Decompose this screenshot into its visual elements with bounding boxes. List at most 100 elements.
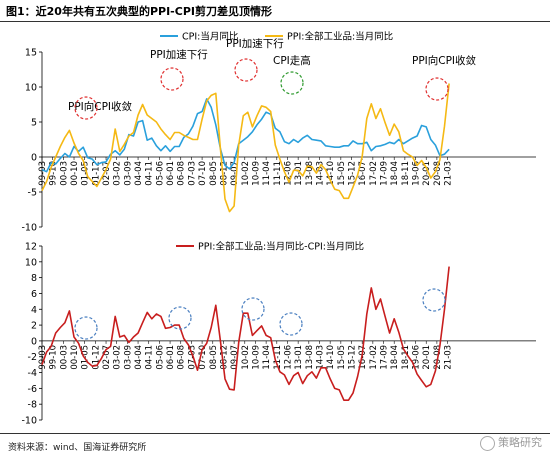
y-tick-label: 2 bbox=[31, 321, 37, 332]
x-tick-label: 09-07 bbox=[230, 345, 240, 370]
source-note: 资料来源：wind、国海证券研究所 bbox=[8, 443, 147, 453]
top-rule bbox=[0, 21, 550, 22]
y-tick-label: 10 bbox=[25, 257, 37, 268]
x-tick-label: 18-11 bbox=[401, 161, 411, 186]
x-tick-label: 14-10 bbox=[326, 161, 336, 186]
x-tick-label: 18-04 bbox=[390, 345, 400, 370]
series-line-0 bbox=[41, 98, 450, 173]
x-tick-label: 12-06 bbox=[283, 345, 293, 370]
x-tick-label: 13-01 bbox=[294, 345, 304, 370]
x-tick-label: 10-02 bbox=[241, 345, 251, 370]
y-tick-label: -5 bbox=[28, 188, 37, 199]
x-tick-label: 00-10 bbox=[70, 345, 80, 370]
x-tick-label: 11-11 bbox=[273, 345, 283, 370]
x-tick-label: 99-03 bbox=[38, 345, 48, 370]
x-tick-label: 15-12 bbox=[348, 161, 358, 186]
x-tick-label: 07-10 bbox=[198, 161, 208, 186]
series-line-0 bbox=[41, 266, 450, 401]
y-tick-label: 5 bbox=[31, 118, 37, 129]
x-tick-label: 08-05 bbox=[209, 161, 219, 186]
x-tick-label: 06-08 bbox=[177, 161, 187, 186]
x-tick-label: 04-11 bbox=[145, 161, 155, 186]
x-tick-label: 99-10 bbox=[49, 345, 59, 370]
x-tick-label: 02-07 bbox=[102, 161, 112, 186]
x-tick-label: 19-06 bbox=[412, 161, 422, 186]
annotation-label: PPI加速下行 bbox=[226, 37, 284, 50]
x-tick-label: 10-02 bbox=[241, 161, 251, 186]
annotation-label: PPI向CPI收敛 bbox=[68, 100, 133, 113]
x-tick-label: 07-03 bbox=[187, 161, 197, 186]
x-tick-label: 18-11 bbox=[401, 345, 411, 370]
x-tick-label: 14-10 bbox=[326, 345, 336, 370]
x-tick-label: 01-05 bbox=[81, 345, 91, 370]
x-tick-label: 03-09 bbox=[123, 161, 133, 186]
x-tick-label: 09-07 bbox=[230, 161, 240, 186]
x-tick-label: 13-08 bbox=[305, 345, 315, 370]
x-tick-label: 16-07 bbox=[358, 345, 368, 370]
x-tick-label: 12-06 bbox=[283, 161, 293, 186]
chart-ppi-minus-cpi: -10 -8 -6 -4 -2 0 2 4 6 8 10 12 99-03 99-10 00-03 00-10… bbox=[21, 241, 536, 427]
x-tick-label: 08-05 bbox=[209, 345, 219, 370]
legend-label: PPI:全部工业品:当月同比 bbox=[287, 31, 393, 43]
x-tick-label: 99-03 bbox=[38, 161, 48, 186]
y-tick-label: 10 bbox=[25, 83, 37, 94]
x-tick-label: 20-08 bbox=[433, 161, 443, 186]
y-tick-label: -8 bbox=[28, 400, 37, 411]
x-tick-label: 17-09 bbox=[380, 345, 390, 370]
x-tick-label: 15-12 bbox=[348, 345, 358, 370]
y-tick-label: 6 bbox=[31, 289, 37, 300]
peak-circle bbox=[280, 71, 304, 95]
x-tick-label: 17-02 bbox=[369, 161, 379, 186]
x-tick-label: 04-04 bbox=[134, 345, 144, 370]
figure-title: 图1：近20年共有五次典型的PPI-CPI剪刀差见顶情形 bbox=[6, 5, 272, 18]
y-tick-label: 0 bbox=[31, 336, 37, 347]
y-tick-label: -6 bbox=[28, 384, 37, 395]
x-tick-label: 01-12 bbox=[91, 161, 101, 186]
x-tick-label: 06-08 bbox=[177, 345, 187, 370]
peak-circle bbox=[74, 316, 98, 340]
x-tick-label: 11-04 bbox=[262, 161, 272, 186]
x-tick-label: 13-08 bbox=[305, 161, 315, 186]
peak-circle bbox=[234, 58, 258, 82]
peak-circle bbox=[422, 288, 446, 312]
x-tick-label: 03-09 bbox=[123, 345, 133, 370]
y-tick-label: 0 bbox=[31, 153, 37, 164]
x-tick-label: 00-10 bbox=[70, 161, 80, 186]
x-tick-label: 10-09 bbox=[251, 161, 261, 186]
series-line-1 bbox=[41, 83, 450, 213]
x-tick-label: 05-06 bbox=[155, 161, 165, 186]
bottom-rule bbox=[0, 433, 550, 434]
x-tick-label: 04-04 bbox=[134, 161, 144, 186]
y-tick-label: -10 bbox=[21, 416, 37, 427]
x-tick-label: 03-02 bbox=[113, 345, 123, 370]
x-tick-label: 18-04 bbox=[390, 161, 400, 186]
x-tick-label: 06-01 bbox=[166, 345, 176, 370]
y-tick-label: -4 bbox=[28, 368, 37, 379]
watermark: 策略研究 bbox=[480, 434, 542, 451]
peak-circle bbox=[74, 96, 98, 120]
peak-circle bbox=[160, 67, 184, 91]
peak-circle bbox=[241, 297, 265, 321]
y-tick-label: -2 bbox=[28, 352, 37, 363]
x-tick-label: 16-07 bbox=[358, 161, 368, 186]
annotation-label: PPI向CPI收敛 bbox=[412, 54, 477, 67]
x-tick-label: 03-02 bbox=[113, 161, 123, 186]
x-tick-label: 20-01 bbox=[422, 345, 432, 370]
annotation-label: CPI走高 bbox=[273, 54, 311, 67]
y-tick-label: 15 bbox=[25, 48, 37, 59]
x-tick-label: 99-10 bbox=[49, 161, 59, 186]
x-tick-label: 02-07 bbox=[102, 345, 112, 370]
x-tick-label: 21-03 bbox=[444, 161, 454, 186]
wechat-icon bbox=[480, 435, 495, 451]
annotation-label: PPI加速下行 bbox=[150, 48, 208, 61]
x-tick-label: 08-12 bbox=[219, 345, 229, 370]
x-tick-label: 20-01 bbox=[422, 161, 432, 186]
x-tick-label: 15-05 bbox=[337, 161, 347, 186]
x-tick-label: 01-12 bbox=[91, 345, 101, 370]
x-tick-label: 19-06 bbox=[412, 345, 422, 370]
x-tick-label: 13-01 bbox=[294, 161, 304, 186]
watermark-text: 策略研究 bbox=[498, 436, 542, 449]
x-tick-label: 05-06 bbox=[155, 345, 165, 370]
x-tick-label: 07-03 bbox=[187, 345, 197, 370]
x-tick-label: 11-04 bbox=[262, 345, 272, 370]
